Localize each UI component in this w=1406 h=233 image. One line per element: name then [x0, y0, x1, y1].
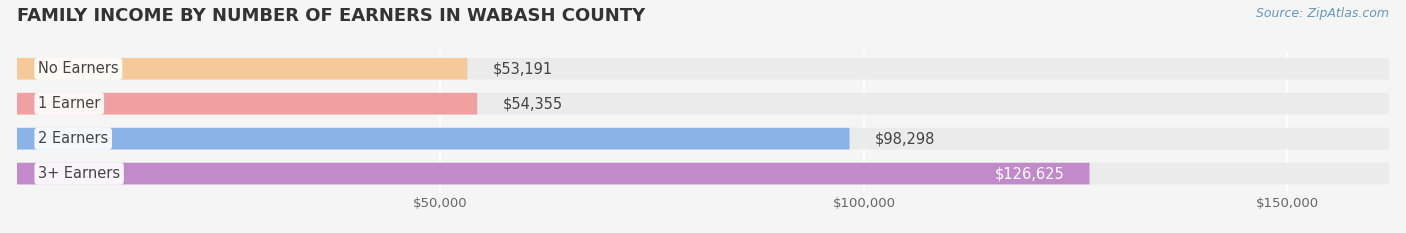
Text: 3+ Earners: 3+ Earners	[38, 166, 120, 181]
FancyBboxPatch shape	[17, 93, 477, 115]
Text: $98,298: $98,298	[875, 131, 935, 146]
FancyBboxPatch shape	[17, 58, 1389, 80]
Text: $54,355: $54,355	[503, 96, 562, 111]
FancyBboxPatch shape	[17, 163, 1090, 185]
Text: FAMILY INCOME BY NUMBER OF EARNERS IN WABASH COUNTY: FAMILY INCOME BY NUMBER OF EARNERS IN WA…	[17, 7, 645, 25]
Text: 2 Earners: 2 Earners	[38, 131, 108, 146]
Text: 1 Earner: 1 Earner	[38, 96, 100, 111]
Text: $126,625: $126,625	[994, 166, 1064, 181]
FancyBboxPatch shape	[17, 58, 467, 80]
FancyBboxPatch shape	[17, 128, 1389, 150]
Text: No Earners: No Earners	[38, 61, 118, 76]
Text: $53,191: $53,191	[494, 61, 553, 76]
FancyBboxPatch shape	[17, 93, 1389, 115]
Text: Source: ZipAtlas.com: Source: ZipAtlas.com	[1256, 7, 1389, 20]
FancyBboxPatch shape	[17, 128, 849, 150]
FancyBboxPatch shape	[17, 163, 1389, 185]
